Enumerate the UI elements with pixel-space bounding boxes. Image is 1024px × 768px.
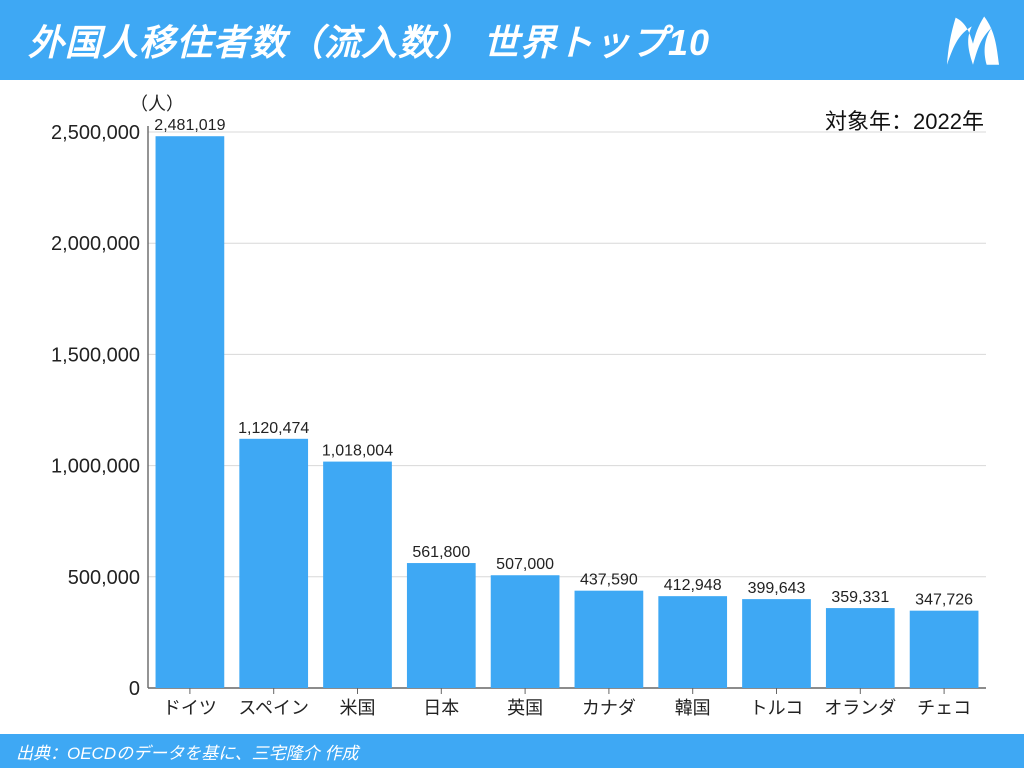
bar-chart: 0 500,000 1,000,000 1,500,000 2,000,000 2,500… [28,104,996,734]
category-label: チェコ [917,698,971,718]
category-label: 日本 [423,698,459,718]
footer-bar: 出典：OECDのデータを基に、三宅隆介 作成 [0,734,1024,768]
y-tick-label: 2,500,000 [51,122,140,144]
category-label: ドイツ [163,698,217,718]
chart-area: （人） 対象年：2022年 0 500,000 1,000,000 1,500,000… [0,80,1024,734]
bar-value-label: 1,018,004 [322,443,393,460]
y-tick-label: 1,500,000 [51,344,140,366]
y-tick-label: 2,000,000 [51,233,140,255]
source-text: 出典：OECDのデータを基に、三宅隆介 作成 [16,739,358,764]
category-label: 韓国 [675,698,711,718]
bar-value-label: 437,590 [580,572,638,589]
y-tick-label: 1,000,000 [51,456,140,478]
bar-value-label: 412,948 [664,577,722,594]
bar [407,563,476,688]
category-label: トルコ [750,698,804,718]
header-bar: 外国人移住者数（流入数） 世界トップ10 [0,0,1024,80]
y-tick-label: 0 [129,678,140,700]
bar [826,608,895,688]
category-label: 英国 [507,698,543,718]
bar-value-label: 347,726 [915,592,973,609]
category-label: オランダ [824,698,896,718]
category-label: 米国 [340,698,376,718]
bar [658,596,727,688]
year-label: 対象年：2022年 [825,104,984,136]
bar-value-label: 561,800 [412,544,470,561]
bar-value-label: 399,643 [748,580,806,597]
page-title: 外国人移住者数（流入数） 世界トップ10 [28,14,710,66]
bar-value-label: 359,331 [831,589,889,606]
bar-value-label: 507,000 [496,556,554,573]
bar [575,591,644,688]
y-tick-label: 500,000 [68,567,140,589]
bar [239,439,308,688]
bar [742,599,811,688]
logo-icon [942,9,1004,71]
bar [323,462,392,688]
bar [491,575,560,688]
y-axis-unit: （人） [130,90,184,116]
bar [156,136,225,688]
bar-value-label: 2,481,019 [154,117,225,134]
category-label: スペイン [238,698,309,718]
bar [910,611,979,688]
category-label: カナダ [582,698,636,718]
bar-value-label: 1,120,474 [238,420,309,437]
